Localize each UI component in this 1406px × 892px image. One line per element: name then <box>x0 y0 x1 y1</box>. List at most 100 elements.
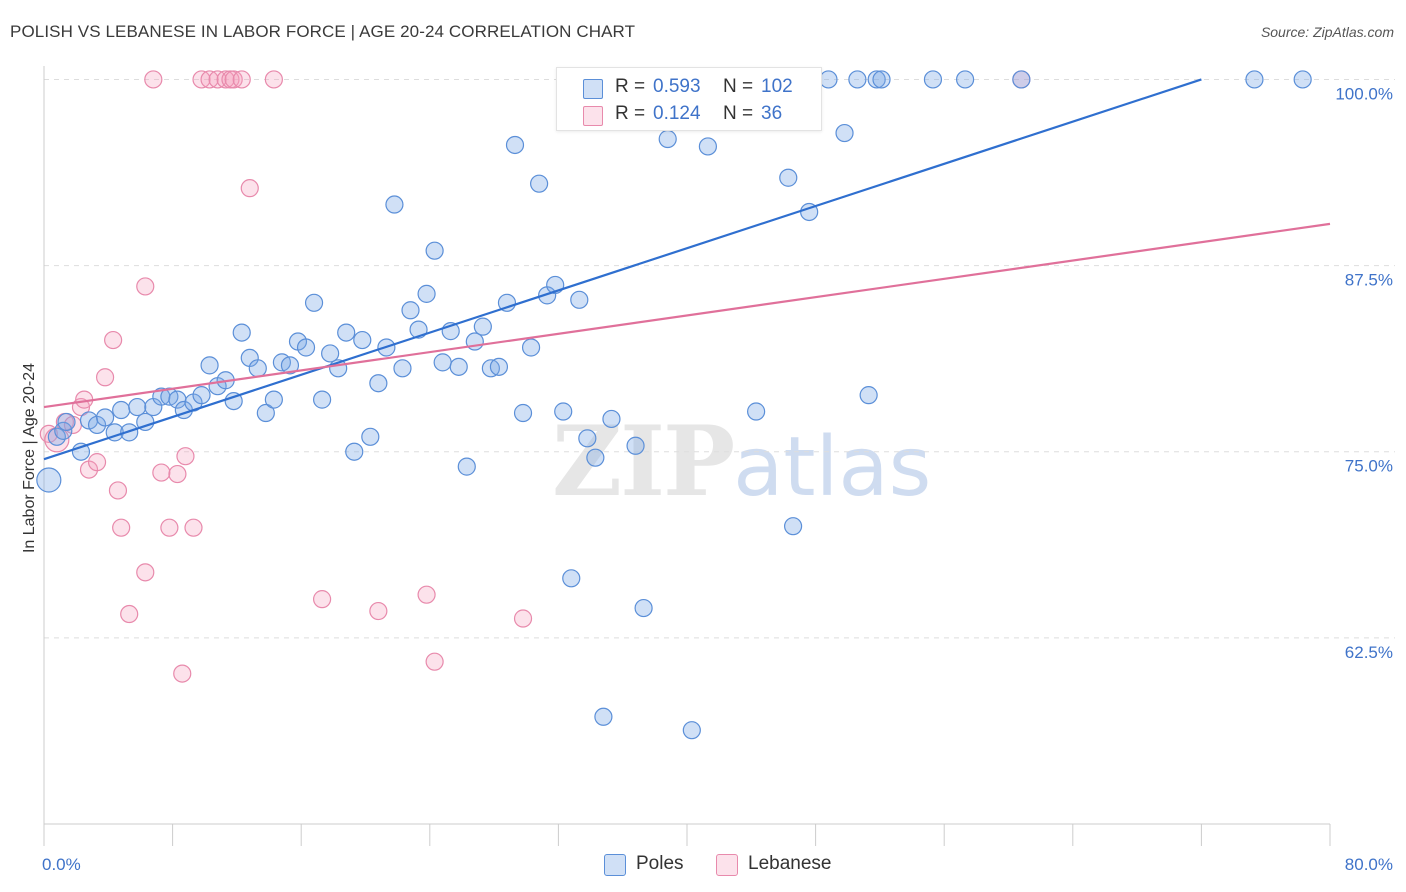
lebanese-swatch <box>583 106 603 126</box>
lebanese-point <box>160 518 179 537</box>
lebanese-point <box>513 609 533 628</box>
poles-point <box>57 412 76 432</box>
poles-point <box>128 397 147 417</box>
series-poles <box>36 70 1312 740</box>
poles-point <box>433 353 452 372</box>
r-label: R = <box>615 103 646 124</box>
poles-point <box>112 400 131 420</box>
poles-point <box>835 123 854 143</box>
legend-label: Lebanese <box>748 853 832 874</box>
poles-point <box>264 390 283 409</box>
poles-point <box>417 284 436 303</box>
poles-point <box>513 403 533 423</box>
x-tick-label: 80.0% <box>1345 855 1393 874</box>
lebanese-point <box>417 585 436 604</box>
poles-point <box>393 359 412 378</box>
poles-point <box>473 317 492 336</box>
n-value: 36 <box>761 103 783 124</box>
poles-point <box>819 70 838 89</box>
poles-point <box>923 70 943 89</box>
y-tick-label: 87.5% <box>1345 271 1393 290</box>
poles-point <box>457 457 476 476</box>
poles-point <box>658 129 677 149</box>
poles-point <box>232 323 251 342</box>
poles-swatch <box>604 854 626 876</box>
lebanese-point <box>312 590 332 609</box>
n-label: N = <box>723 103 754 124</box>
poles-point <box>698 137 717 156</box>
legend-row-lebanese: R = 0.124 N = 36 <box>557 101 821 129</box>
series-lebanese <box>39 70 1031 683</box>
poles-point <box>1245 70 1264 89</box>
poles-point <box>425 241 444 260</box>
poles-point <box>312 390 332 409</box>
poles-point <box>256 403 275 423</box>
poles-point <box>192 386 211 405</box>
poles-point <box>634 598 653 618</box>
n-value: 102 <box>761 76 793 97</box>
series-legend: Poles Lebanese <box>0 850 1406 878</box>
r-label: R = <box>615 76 646 97</box>
poles-point <box>530 174 549 193</box>
poles-point <box>449 357 468 376</box>
poles-point <box>385 195 404 214</box>
y-tick-label: 100.0% <box>1335 84 1393 103</box>
poles-point <box>345 442 364 461</box>
poles-point <box>497 293 517 312</box>
poles-point <box>369 374 388 393</box>
poles-point <box>1012 70 1031 89</box>
lebanese-point <box>168 464 187 484</box>
poles-point <box>578 429 597 448</box>
poles-point <box>872 70 891 89</box>
poles-point <box>489 357 509 376</box>
lebanese-point <box>87 453 107 472</box>
poles-point <box>570 290 589 309</box>
poles-point <box>505 135 525 155</box>
lebanese-point <box>95 368 115 387</box>
lebanese-point <box>120 604 139 624</box>
lebanese-point <box>425 652 444 671</box>
poles-point <box>783 517 803 536</box>
lebanese-point <box>264 70 283 89</box>
legend-label: Poles <box>636 853 684 874</box>
poles-point <box>200 356 219 375</box>
poles-point <box>337 323 356 342</box>
lebanese-point <box>173 664 192 683</box>
poles-point <box>280 356 300 375</box>
lebanese-point <box>176 447 195 466</box>
poles-point <box>36 467 62 493</box>
poles-point <box>586 448 605 467</box>
y-tick-label: 75.0% <box>1345 457 1393 476</box>
poles-point <box>848 70 867 89</box>
poles-point <box>594 707 613 726</box>
poles-point <box>353 330 372 350</box>
lebanese-point <box>240 179 259 198</box>
poles-point <box>1293 70 1312 89</box>
lebanese-trendline <box>43 222 1331 409</box>
poles-point <box>401 301 420 320</box>
lebanese-point <box>144 70 163 89</box>
poles-point <box>554 402 573 421</box>
lebanese-point <box>136 563 155 582</box>
poles-point <box>779 168 798 187</box>
axes <box>43 66 1331 846</box>
poles-point <box>562 569 581 588</box>
poles-swatch <box>583 79 603 99</box>
poles-point <box>321 344 340 363</box>
lebanese-point <box>136 277 155 296</box>
lebanese-point <box>108 481 128 500</box>
tick-labels: 62.5% 75.0% 87.5% 100.0% 0.0% 80.0% <box>42 84 1393 874</box>
poles-point <box>626 436 645 455</box>
lebanese-swatch <box>716 854 738 876</box>
chart-title: POLISH VS LEBANESE IN LABOR FORCE | AGE … <box>10 22 636 41</box>
poles-point <box>224 391 243 411</box>
poles-point <box>521 338 541 357</box>
poles-point <box>747 402 766 421</box>
poles-point <box>602 409 621 429</box>
source-credit: Source: ZipAtlas.com <box>1260 24 1394 40</box>
stats-legend: R = 0.593 N = 102 R = 0.124 N = 36 <box>556 67 822 131</box>
poles-point <box>304 293 324 312</box>
x-tick-label: 0.0% <box>42 855 81 874</box>
poles-point <box>248 359 267 378</box>
